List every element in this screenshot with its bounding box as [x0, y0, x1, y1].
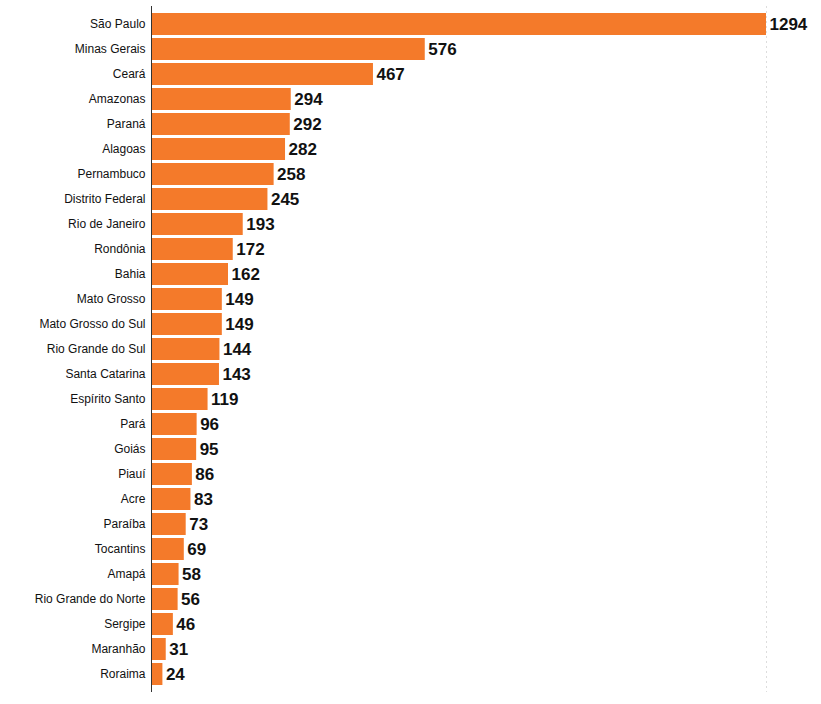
svg-text:Rio Grande do Norte: Rio Grande do Norte	[35, 592, 146, 606]
svg-text:Tocantins: Tocantins	[95, 542, 146, 556]
svg-text:162: 162	[231, 265, 259, 284]
svg-text:282: 282	[289, 140, 317, 159]
svg-text:Maranhão: Maranhão	[91, 642, 145, 656]
svg-text:Mato Grosso: Mato Grosso	[77, 292, 146, 306]
svg-text:96: 96	[200, 415, 219, 434]
svg-text:576: 576	[428, 40, 456, 59]
svg-text:119: 119	[211, 390, 238, 409]
svg-text:86: 86	[195, 465, 214, 484]
svg-text:Rondônia: Rondônia	[94, 242, 146, 256]
svg-text:24: 24	[166, 665, 185, 684]
svg-text:Mato Grosso do Sul: Mato Grosso do Sul	[39, 317, 145, 331]
svg-text:Amazonas: Amazonas	[89, 92, 146, 106]
svg-text:143: 143	[222, 365, 250, 384]
svg-text:Paraíba: Paraíba	[103, 517, 145, 531]
svg-text:Pará: Pará	[120, 417, 146, 431]
svg-text:Paraná: Paraná	[107, 117, 146, 131]
svg-text:69: 69	[187, 540, 206, 559]
svg-text:467: 467	[376, 65, 404, 84]
svg-text:Ceará: Ceará	[113, 67, 146, 81]
svg-text:Pernambuco: Pernambuco	[77, 167, 145, 181]
svg-text:258: 258	[277, 165, 305, 184]
svg-text:Amapá: Amapá	[107, 567, 145, 581]
svg-text:144: 144	[223, 340, 252, 359]
svg-text:Santa Catarina: Santa Catarina	[65, 367, 145, 381]
svg-text:São Paulo: São Paulo	[90, 17, 146, 31]
svg-text:Alagoas: Alagoas	[102, 142, 145, 156]
svg-text:46: 46	[176, 615, 195, 634]
svg-text:Minas Gerais: Minas Gerais	[75, 42, 146, 56]
svg-text:Goiás: Goiás	[114, 442, 145, 456]
svg-text:Distrito Federal: Distrito Federal	[64, 192, 145, 206]
svg-text:83: 83	[194, 490, 213, 509]
svg-text:Sergipe: Sergipe	[104, 617, 146, 631]
svg-text:56: 56	[181, 590, 200, 609]
svg-text:58: 58	[182, 565, 201, 584]
svg-text:294: 294	[294, 90, 323, 109]
svg-text:245: 245	[271, 190, 299, 209]
svg-text:95: 95	[200, 440, 219, 459]
svg-text:Rio de Janeiro: Rio de Janeiro	[68, 217, 146, 231]
svg-text:292: 292	[293, 115, 321, 134]
svg-text:172: 172	[236, 240, 264, 259]
svg-text:149: 149	[225, 315, 253, 334]
svg-text:1294: 1294	[770, 15, 808, 34]
svg-text:Bahia: Bahia	[115, 267, 146, 281]
svg-text:73: 73	[189, 515, 208, 534]
svg-text:31: 31	[169, 640, 188, 659]
svg-text:Espírito Santo: Espírito Santo	[70, 392, 146, 406]
svg-text:Rio Grande do Sul: Rio Grande do Sul	[47, 342, 146, 356]
svg-text:Piauí: Piauí	[118, 467, 146, 481]
svg-text:149: 149	[225, 290, 253, 309]
svg-text:Acre: Acre	[121, 492, 146, 506]
svg-text:Roraima: Roraima	[100, 667, 146, 681]
svg-text:193: 193	[246, 215, 274, 234]
